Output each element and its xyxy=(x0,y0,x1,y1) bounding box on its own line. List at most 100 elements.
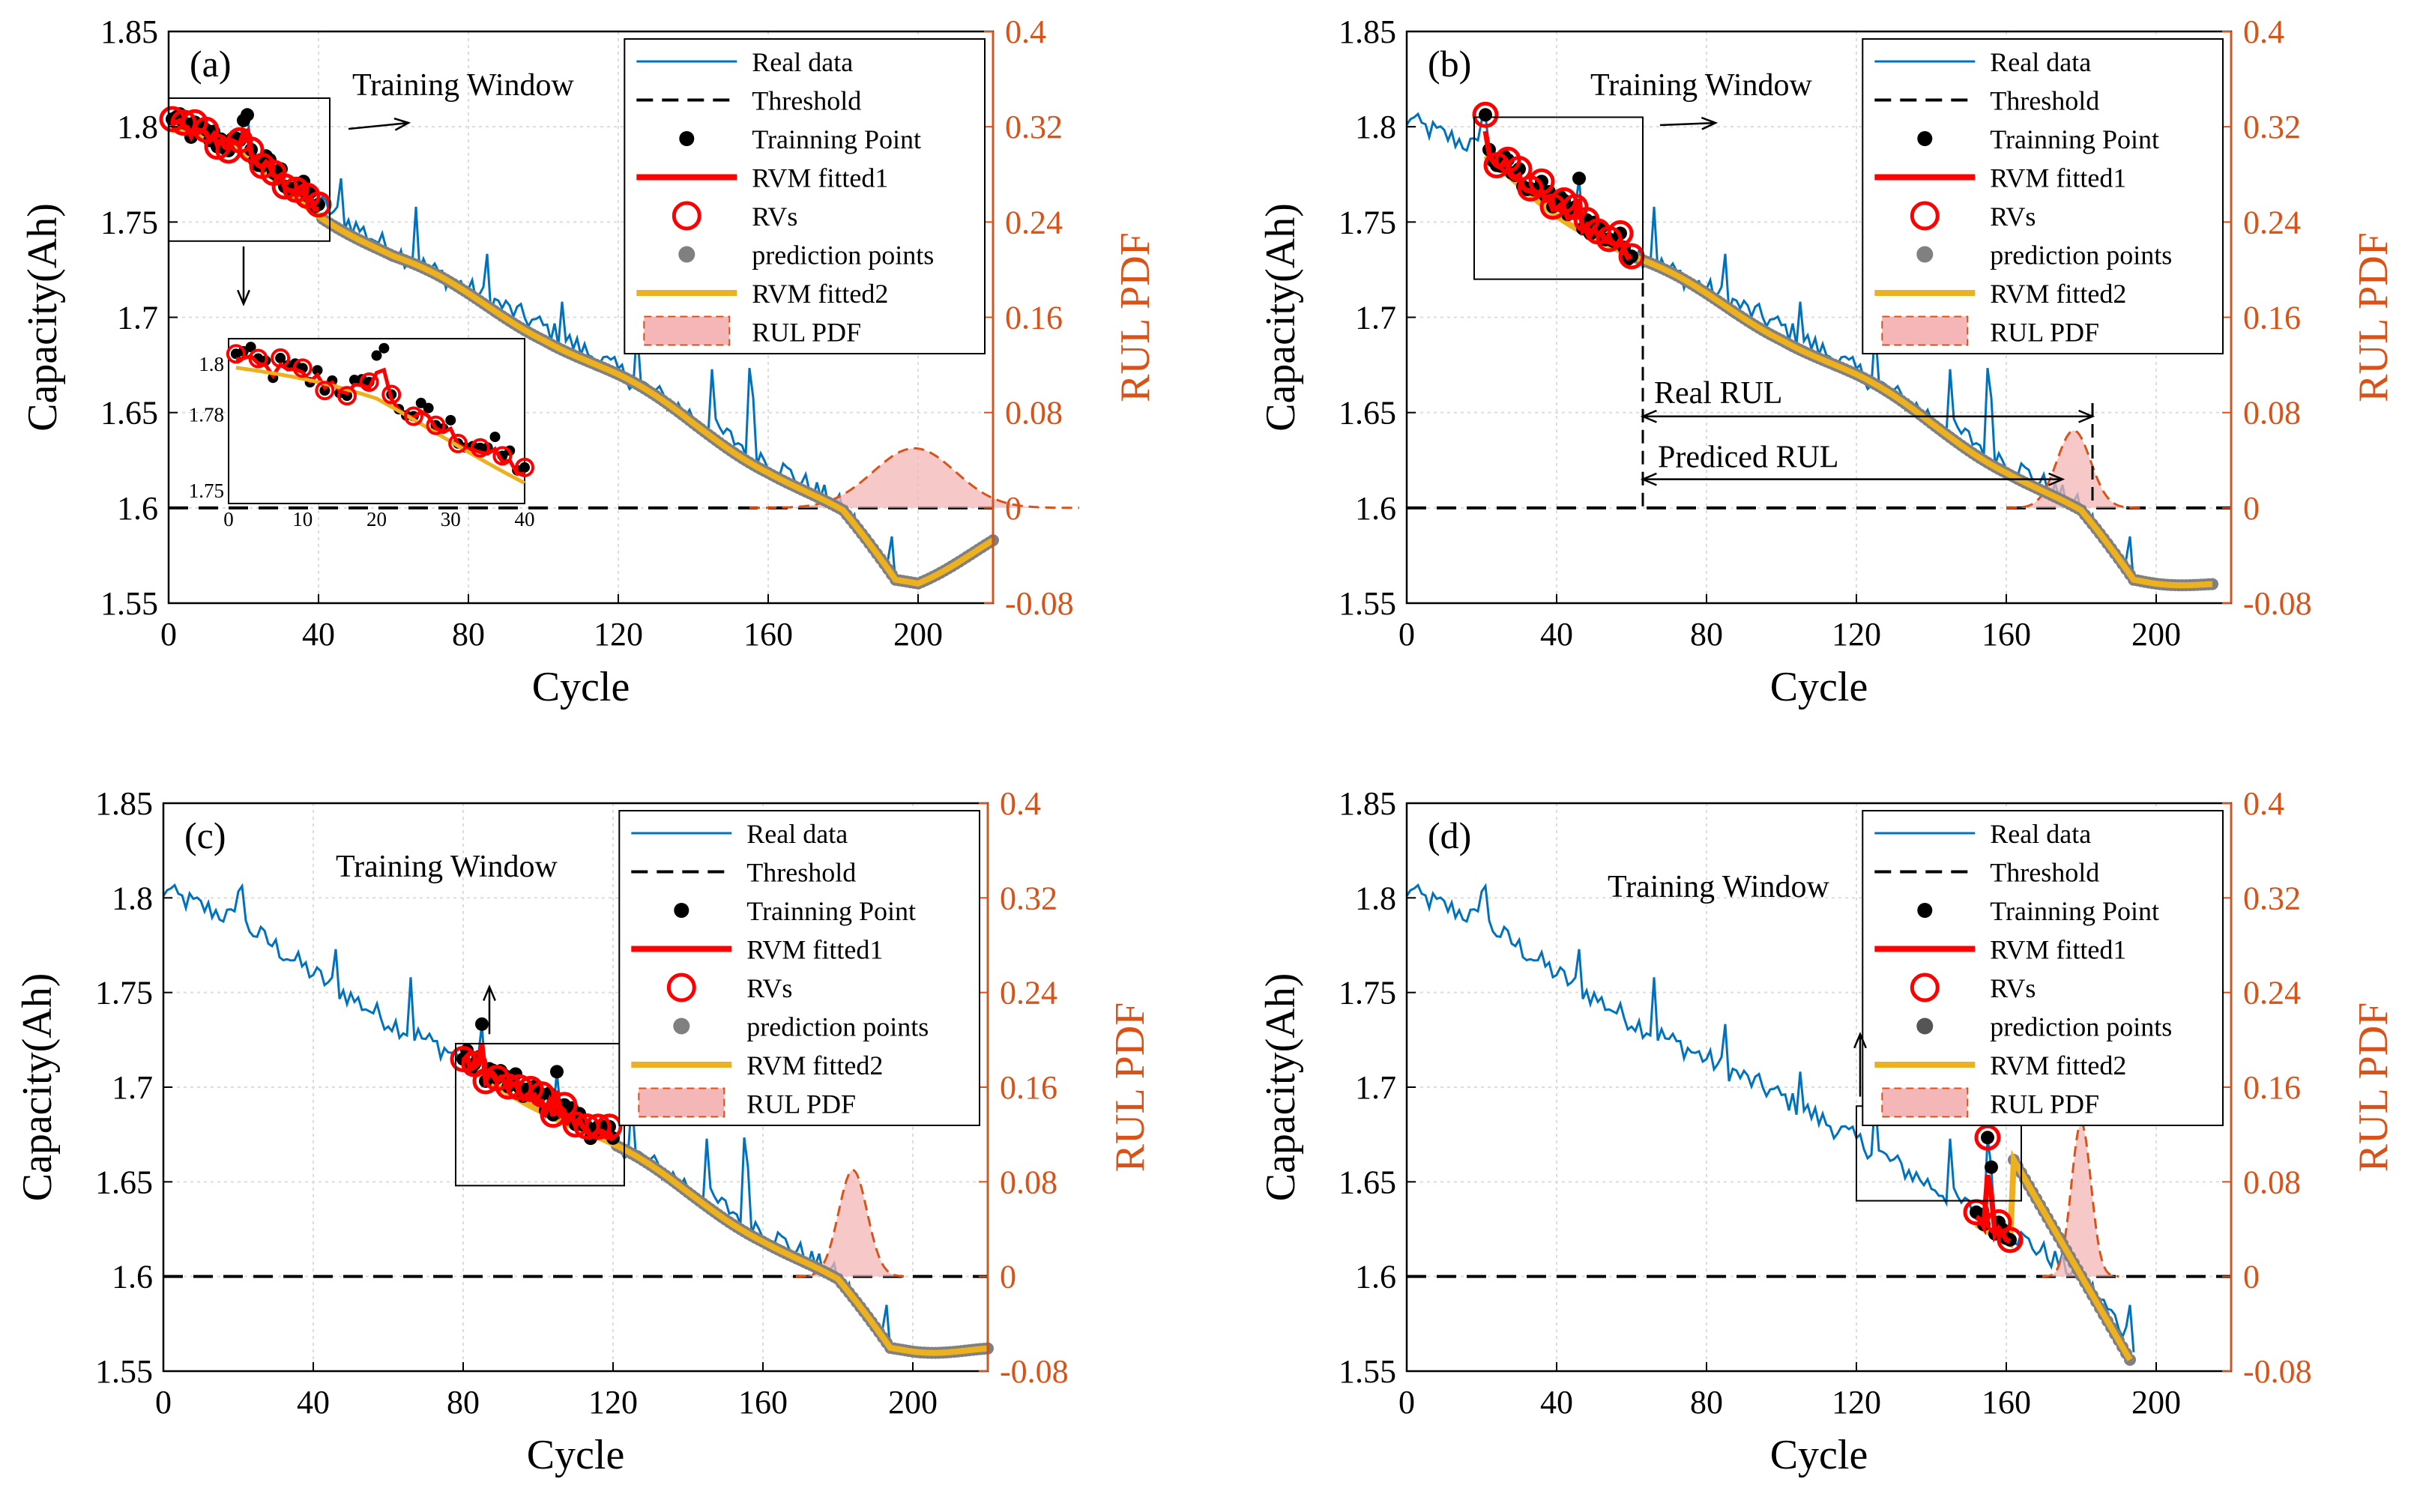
x-tick-label: 120 xyxy=(588,1384,638,1421)
x-tick-label: 200 xyxy=(2131,616,2181,653)
training-point xyxy=(1985,1160,1998,1174)
inset-training-point xyxy=(423,402,434,414)
legend-label: prediction points xyxy=(1990,241,2172,270)
panel-label: (c) xyxy=(184,814,226,856)
y2-tick-label: 0.4 xyxy=(2243,13,2284,50)
rv-circle xyxy=(585,1113,612,1140)
y2-tick-label: 0.24 xyxy=(1000,975,1057,1011)
legend-label: prediction points xyxy=(1990,1012,2172,1042)
x-tick-label: 120 xyxy=(1832,616,1881,653)
x-tick-label: 160 xyxy=(1982,1384,2031,1421)
inset-x-tick-label: 0 xyxy=(223,508,234,530)
y-tick-label: 1.65 xyxy=(95,1164,153,1200)
annotation-arrow-head xyxy=(393,117,411,131)
x-tick-label: 200 xyxy=(893,616,943,653)
y-tick-label: 1.85 xyxy=(95,785,153,822)
annotation-real-rul: Real RUL xyxy=(1654,376,1782,411)
y-tick-label: 1.55 xyxy=(1339,1353,1396,1390)
rul-pdf-curve xyxy=(2006,429,2141,509)
x-tick-label: 160 xyxy=(738,1384,788,1421)
y-tick-label: 1.85 xyxy=(100,13,158,50)
legend-label: RVs xyxy=(752,202,797,232)
y2-tick-label: 0.08 xyxy=(1000,1164,1057,1200)
legend-label: Trainning Point xyxy=(1990,124,2159,154)
inset-training-point xyxy=(312,365,323,376)
inset-rv-circle xyxy=(337,386,357,406)
y-tick-label: 1.75 xyxy=(95,975,153,1011)
real-rul-arrow-left-head xyxy=(1640,409,1657,423)
inset-rv-circle xyxy=(271,348,291,368)
rul-pdf-curve xyxy=(749,447,1079,509)
legend-label: Threshold xyxy=(1990,858,2099,888)
inset-x-tick-label: 40 xyxy=(515,508,535,530)
y2-tick-label: 0.32 xyxy=(2243,109,2301,145)
training-point xyxy=(550,1065,564,1079)
rv-circle xyxy=(551,1092,578,1119)
x-tick-label: 40 xyxy=(297,1384,330,1421)
rv-circle xyxy=(528,1081,555,1108)
legend-label: Threshold xyxy=(1990,86,2099,116)
inset-rv-circle xyxy=(403,406,423,426)
legend-box xyxy=(1862,810,2224,1126)
legend-swatch-prediction xyxy=(678,246,695,263)
training-point xyxy=(1572,172,1586,186)
legend-label: RVM fitted1 xyxy=(752,163,888,193)
legend-label: Real data xyxy=(1990,47,2091,77)
legend-swatch-prediction xyxy=(1916,246,1934,263)
pred-rul-arrow-left-head xyxy=(1640,472,1657,486)
pred-rul-arrow-right-head xyxy=(2048,472,2066,486)
y2-tick-label: 0.16 xyxy=(1005,300,1063,336)
y-tick-label: 1.8 xyxy=(112,880,153,916)
inset-training-point xyxy=(378,342,390,354)
x-tick-label: 80 xyxy=(1690,616,1723,653)
legend-swatch-training xyxy=(674,903,690,918)
y-tick-label: 1.65 xyxy=(1339,395,1396,432)
y2-tick-label: 0.08 xyxy=(2243,1164,2301,1200)
y2-tick-label: -0.08 xyxy=(2243,585,2312,622)
legend-label: Real data xyxy=(1990,819,2091,849)
y-tick-label: 1.6 xyxy=(1355,1259,1396,1295)
legend-label: Real data xyxy=(752,47,853,77)
y2-tick-label: 0.24 xyxy=(2243,975,2301,1011)
annotation-arrow-head xyxy=(483,984,496,1001)
legend-label: RVM fitted2 xyxy=(1990,279,2126,309)
y2-axis-label: RUL PDF xyxy=(2350,232,2397,402)
x-tick-label: 80 xyxy=(447,1384,480,1421)
rul-pdf-area xyxy=(749,448,1079,508)
inset-rv-circle xyxy=(426,415,446,435)
legend-swatch-training xyxy=(679,131,695,146)
rv-circle xyxy=(170,109,197,136)
rv-circle xyxy=(1997,1227,2024,1254)
y2-tick-label: -0.08 xyxy=(1005,585,1074,622)
legend-label: Real data xyxy=(746,819,848,849)
legend-swatch-prediction xyxy=(1916,1017,1934,1035)
x-tick-label: 160 xyxy=(1982,616,2031,653)
annotation-training-window: Training Window xyxy=(1608,870,1830,904)
inset-training-point xyxy=(275,352,286,363)
y2-tick-label: 0 xyxy=(1005,490,1022,527)
x-axis-label: Cycle xyxy=(1770,664,1868,710)
y-tick-label: 1.8 xyxy=(1355,880,1396,916)
inset-training-point xyxy=(445,414,456,426)
inset-rv-circle xyxy=(492,446,513,466)
y2-tick-label: 0.32 xyxy=(2243,880,2301,916)
training-point xyxy=(241,108,254,122)
legend-label: RUL PDF xyxy=(746,1089,856,1119)
x-axis-label: Cycle xyxy=(527,1432,625,1478)
inset-rv-circle xyxy=(515,457,534,477)
y-tick-label: 1.7 xyxy=(112,1069,153,1106)
rv-circle xyxy=(1506,156,1533,183)
training-window-box xyxy=(1473,116,1644,280)
y-axis-label: Capacity(Ah) xyxy=(1258,973,1304,1202)
panel-label: (b) xyxy=(1428,43,1471,85)
y2-tick-label: 0.16 xyxy=(2243,1069,2301,1106)
annotation-predicted-rul: Prediced RUL xyxy=(1658,441,1838,475)
x-tick-label: 200 xyxy=(888,1384,938,1421)
legend-label: RUL PDF xyxy=(1990,1089,2099,1119)
annotation-arrow-head xyxy=(1853,1032,1867,1049)
y-tick-label: 1.7 xyxy=(1355,1069,1396,1106)
y-tick-label: 1.8 xyxy=(117,109,158,145)
y2-tick-label: 0 xyxy=(2243,490,2260,527)
y-tick-label: 1.8 xyxy=(1355,109,1396,145)
